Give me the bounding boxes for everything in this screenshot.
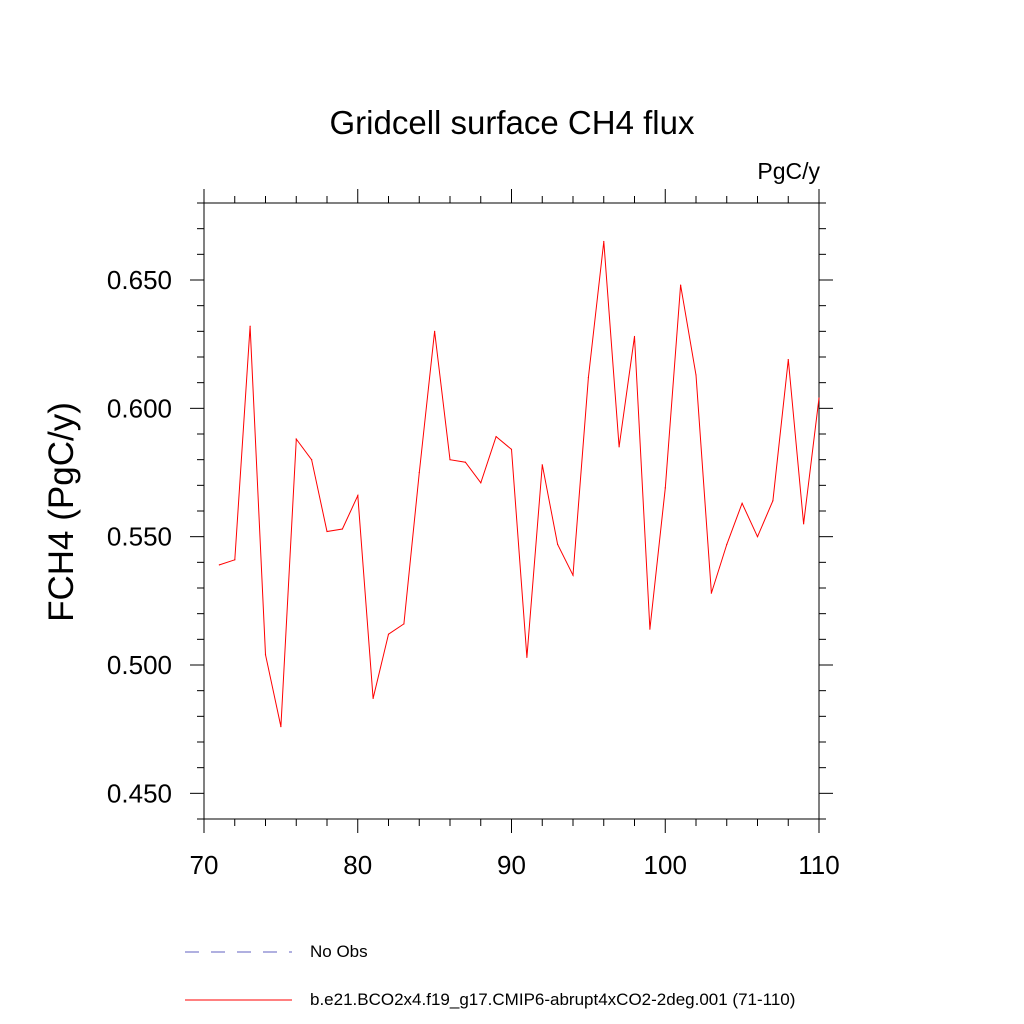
data-point (619, 446, 620, 447)
chart-title: Gridcell surface CH4 flux (0, 104, 1024, 142)
y-tick-label: 0.650 (107, 265, 172, 295)
chart-canvas: 70 80 90 100 110 0.450 0.500 0.550 0.600 0.650 (0, 0, 1024, 1024)
data-point (588, 377, 589, 378)
data-point (788, 359, 789, 360)
data-point (265, 654, 266, 655)
y-tick-label: 0.450 (107, 778, 172, 808)
data-point (280, 726, 281, 727)
data-point (357, 495, 358, 496)
legend-label-no-obs: No Obs (310, 942, 368, 962)
y-tick-label: 0.500 (107, 650, 172, 680)
y-axis-label: FCH4 (PgC/y) (42, 402, 82, 622)
data-point (496, 436, 497, 437)
legend-label-series: b.e21.BCO2x4.f19_g17.CMIP6-abrupt4xCO2-2… (310, 990, 795, 1010)
legend (185, 952, 292, 1000)
data-point (311, 459, 312, 460)
data-point (680, 285, 681, 286)
data-point (296, 439, 297, 440)
data-point (419, 472, 420, 473)
data-point (526, 657, 527, 658)
data-point (342, 528, 343, 529)
x-tick-label: 70 (190, 850, 219, 880)
data-point (695, 374, 696, 375)
data-point (250, 326, 251, 327)
x-tick-label: 80 (343, 850, 372, 880)
data-point (511, 449, 512, 450)
data-point (557, 544, 558, 545)
data-point (818, 397, 819, 398)
data-point (603, 241, 604, 242)
data-point (711, 593, 712, 594)
data-point (480, 482, 481, 483)
series-line (219, 242, 819, 727)
data-point (465, 462, 466, 463)
data-point (434, 331, 435, 332)
data-point (634, 336, 635, 337)
axes: 70 80 90 100 110 0.450 0.500 0.550 0.600 0.650 (107, 189, 840, 880)
data-point (373, 698, 374, 699)
data-point (803, 523, 804, 524)
data-point (665, 487, 666, 488)
x-tick-label: 110 (798, 850, 839, 880)
data-point (726, 544, 727, 545)
data-point (572, 575, 573, 576)
data-point (742, 503, 743, 504)
y-tick-label: 0.600 (107, 393, 172, 423)
data-point (757, 536, 758, 537)
data-point (542, 464, 543, 465)
data-point (772, 500, 773, 501)
x-tick-label: 90 (497, 850, 526, 880)
units-label: PgC/y (757, 158, 820, 185)
data-layer (219, 241, 820, 727)
data-point (649, 628, 650, 629)
data-point (219, 564, 220, 565)
plot-frame (204, 203, 819, 819)
data-point (403, 623, 404, 624)
x-tick-label: 100 (644, 850, 687, 880)
data-point (234, 559, 235, 560)
data-point (326, 531, 327, 532)
data-point (449, 459, 450, 460)
y-tick-label: 0.550 (107, 522, 172, 552)
data-point (388, 634, 389, 635)
